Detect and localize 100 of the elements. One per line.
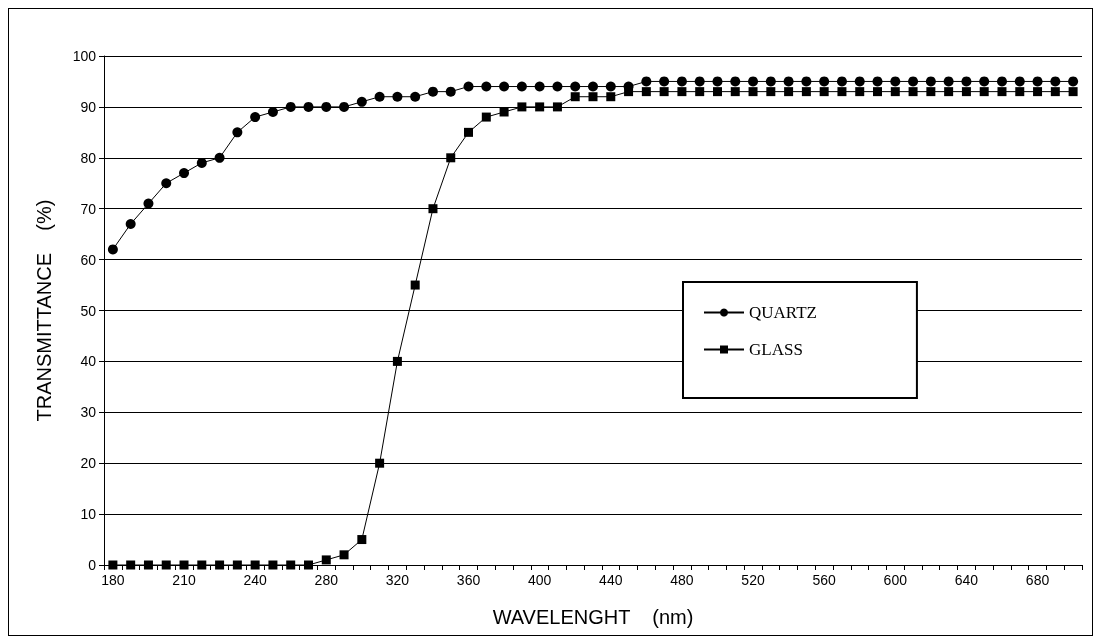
point [836, 76, 847, 87]
point [392, 356, 402, 366]
point [748, 87, 758, 97]
point [214, 152, 225, 163]
point [712, 76, 723, 87]
point [819, 76, 830, 87]
x-tick-label: 480 [670, 572, 694, 588]
point [783, 76, 794, 87]
point [925, 76, 936, 87]
point [499, 81, 510, 92]
x-axis-title: WAVELENGHT (nm) [492, 606, 694, 628]
x-tick-label: 640 [954, 572, 979, 588]
point [908, 87, 918, 97]
point [410, 280, 420, 290]
point [1068, 76, 1079, 87]
legend-label: QUARTZ [749, 303, 817, 322]
point [624, 87, 634, 97]
point [570, 92, 580, 102]
x-tick-label: 320 [385, 572, 410, 588]
point [464, 127, 474, 137]
point [481, 112, 491, 122]
point [961, 87, 971, 97]
point [1050, 76, 1061, 87]
x-tick-label: 280 [314, 572, 339, 588]
x-tick-label: 240 [243, 572, 268, 588]
point [676, 76, 687, 87]
y-tick-label: 10 [80, 506, 97, 523]
x-tick-label: 400 [527, 572, 552, 588]
point [873, 87, 883, 97]
x-tick-label: 360 [456, 572, 481, 588]
point [535, 102, 545, 112]
point [445, 86, 456, 97]
point [143, 198, 154, 209]
x-tick-label: 600 [883, 572, 908, 588]
point [766, 87, 776, 97]
point [730, 87, 740, 97]
point [463, 81, 474, 92]
point [588, 92, 598, 102]
point [107, 244, 118, 255]
y-tick-label: 30 [80, 404, 97, 421]
point [357, 535, 367, 545]
point [997, 87, 1007, 97]
point [677, 87, 687, 97]
point [232, 127, 243, 138]
y-tick-label: 50 [80, 302, 97, 319]
point [375, 458, 385, 468]
point [801, 87, 811, 97]
point [979, 76, 990, 87]
point [286, 560, 296, 570]
point [872, 76, 883, 87]
y-tick-label: 70 [80, 200, 97, 217]
point [996, 76, 1007, 87]
legend-label: GLASS [749, 340, 803, 359]
point [890, 87, 900, 97]
point [908, 76, 919, 87]
point [1032, 76, 1043, 87]
point [427, 86, 438, 97]
y-tick-label: 80 [80, 149, 97, 166]
point [855, 87, 865, 97]
y-tick-label: 40 [80, 353, 97, 370]
point [944, 87, 954, 97]
point [179, 168, 190, 179]
point [748, 76, 759, 87]
point [837, 87, 847, 97]
point [961, 76, 972, 87]
point [1014, 76, 1025, 87]
point [730, 76, 741, 87]
point [712, 87, 722, 97]
point [250, 112, 261, 123]
point [108, 560, 118, 570]
point [161, 560, 171, 570]
point [943, 76, 954, 87]
point [126, 560, 136, 570]
point [606, 92, 616, 102]
x-tick-label: 520 [741, 572, 765, 588]
point [784, 87, 794, 97]
point [552, 81, 563, 92]
point [481, 81, 492, 92]
point [695, 87, 705, 97]
point [1050, 87, 1060, 97]
x-tick-label: 440 [599, 572, 623, 588]
point [321, 101, 332, 112]
point [179, 560, 189, 570]
point [641, 76, 652, 87]
point [534, 81, 545, 92]
point [125, 218, 136, 229]
point [1068, 87, 1078, 97]
y-tick-label: 0 [88, 557, 97, 573]
point [765, 76, 776, 87]
y-tick-label: 20 [80, 455, 97, 472]
point [926, 87, 936, 97]
point [979, 87, 989, 97]
point [143, 560, 153, 570]
point [517, 102, 527, 112]
point [588, 81, 598, 92]
point [819, 87, 829, 97]
x-tick-label: 180 [101, 572, 125, 588]
point [215, 560, 225, 570]
point [499, 107, 509, 117]
point [374, 91, 385, 102]
